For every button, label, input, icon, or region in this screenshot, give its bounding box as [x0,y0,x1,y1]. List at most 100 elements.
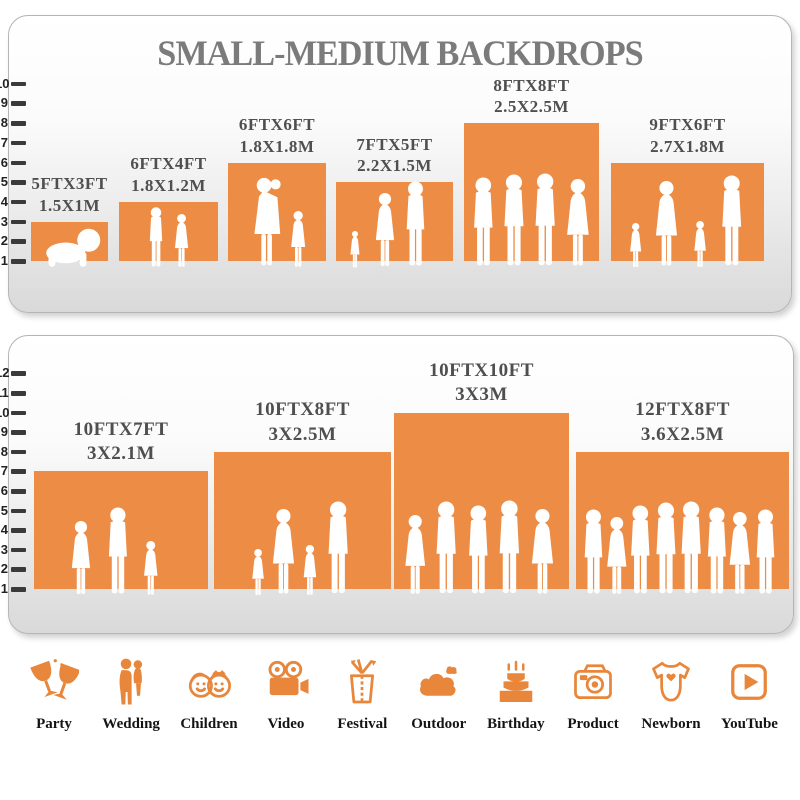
axis-tick-mark [11,547,26,553]
bar-size-m-label: 3X2.5M [268,423,337,445]
axis-tick-mark [11,121,26,126]
man-silhouette [646,502,686,597]
axis-tick-mark [11,199,26,205]
axis-tick-label: 7 [0,134,8,150]
axis-tick-mark [11,391,26,396]
video-icon [259,655,313,709]
bar-size-ft-label: 9FTX6FT [649,115,726,134]
axis-tick-label: 12 [0,365,10,381]
bar-size-ft-label: 6FTX6FT [238,115,316,134]
bar-size-ft-label: 6FTX4FT [130,154,207,174]
girl-silhouette [248,549,268,597]
bar-size-m-label: 1.8X1.2M [131,176,206,196]
axis-tick-mark [11,180,26,185]
axis-tick-label: 9 [0,424,8,440]
axis-tick-mark [11,528,26,533]
small-backdrops-panel: SMALL-MEDIUM BACKDROPS 10 9 8 7 6 5 4 3 2 1 5FTX3… [0,15,792,313]
bar-label: 10FTX10FT 3X3M [372,359,592,408]
category-item-birthday: Birthday [487,655,545,733]
axis-tick-mark [11,219,26,225]
bar-label: 6FTX6FT 1.8X1.8M [167,114,387,158]
category-label: Festival [337,716,388,732]
bar-size-ft-label: 12FTX8FT [635,399,730,421]
bar-size-ft-label: 10FTX7FT [73,418,169,440]
category-label: Wedding [102,716,160,732]
axis-tick-mark [11,567,26,572]
woman-silhouette [524,509,561,597]
axis-tick-mark [11,239,26,244]
man-silhouette [397,181,434,269]
bar-size-m-label: 3X2.1M [87,443,155,465]
category-row: Party Wedding Children Video Festival Outdoor… [0,655,800,733]
axis-tick-mark [11,430,26,435]
bar-label: 12FTX8FT 3.6X2.5M [573,398,793,447]
man-silhouette [698,507,736,597]
bar-size-m-label: 1.5X1M [38,195,101,215]
girl-silhouette [690,221,710,269]
category-label: YouTube [720,716,778,732]
outdoor-icon [412,655,466,709]
party-icon [27,655,81,709]
bar-label: 7FTX5FT 2.2X1.5M [285,134,505,178]
woman-silhouette [265,509,302,597]
man-silhouette [747,509,784,597]
axis-tick-label: 1 [0,581,8,596]
product-icon [566,655,620,709]
axis-tick-mark [11,371,26,376]
axis-tick-label: 6 [0,154,8,170]
bar-label: 10FTX8FT 3X2.5M [193,398,413,447]
girl-silhouette [626,223,645,269]
man-silhouette [494,174,534,269]
woman-baby-silhouette [248,177,287,269]
man-silhouette [459,505,498,597]
baby-silhouette [37,223,106,269]
boy-silhouette [143,207,169,269]
axis-tick-mark [11,259,26,264]
girl-silhouette [286,211,310,269]
category-label: Party [36,716,72,732]
axis-tick-label: 8 [0,443,8,459]
axis-tick-label: 10 [0,75,10,91]
man-silhouette [426,501,466,597]
category-label: Outdoor [411,716,467,732]
axis-tick-label: 8 [0,115,8,131]
axis-tick-label: 1 [0,253,8,268]
category-item-product: Product [565,655,621,733]
woman-silhouette [369,193,401,269]
axis-tick-label: 5 [0,502,8,518]
backdrop-bar-10ftx8ft [214,451,391,589]
category-item-wedding: Wedding [102,655,160,733]
woman-silhouette [600,517,634,597]
bar-size-m-label: 3X3M [455,384,508,406]
category-label: Birthday [487,716,545,732]
bar-label: 6FTX4FT 1.8X1.2M [59,153,279,197]
axis-tick-label: 2 [0,233,8,249]
youtube-icon [722,655,776,709]
axis-tick-label: 7 [0,463,8,479]
bar-label: 5FTX3FT 1.5X1M [0,173,180,217]
festival-icon [335,655,389,709]
category-item-children: Children [180,655,238,733]
axis-tick-mark [11,508,26,514]
man-silhouette [671,501,711,597]
axis-tick-mark [11,489,26,494]
category-item-party: Party [26,655,82,733]
bar-size-ft-label: 5FTX3FT [31,174,108,194]
category-label: Product [567,716,619,732]
axis-tick-label: 4 [0,522,8,538]
newborn-icon [644,655,698,709]
axis-tick-label: 6 [0,483,8,498]
axis-tick-mark [11,140,26,146]
bar-size-m-label: 2.2X1.5M [357,156,432,176]
category-label: Video [267,716,305,732]
girl-silhouette [139,541,163,597]
category-item-video: Video [258,655,314,733]
axis-tick-mark [11,449,26,455]
category-label: Children [180,716,238,732]
axis-tick-label: 10 [0,404,10,420]
category-item-festival: Festival [334,655,390,733]
bar-size-m-label: 2.5X2.5M [494,97,569,117]
woman-silhouette [559,179,597,269]
bar-label: 10FTX7FT 3X2.1M [11,418,231,467]
axis-tick-label: 5 [0,174,8,190]
